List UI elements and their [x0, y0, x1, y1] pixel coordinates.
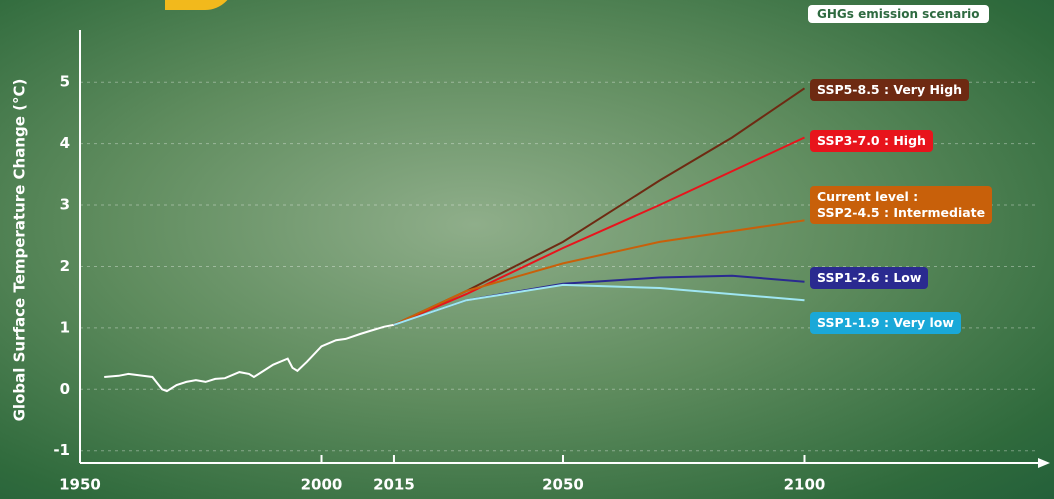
series-label: SSP1-2.6 : Low	[810, 267, 929, 289]
series-line	[393, 87, 806, 326]
series-line	[104, 323, 395, 393]
y-tick-label: 5	[60, 73, 70, 91]
y-tick-label: 0	[60, 380, 70, 398]
legend-title: GHGs emission scenario	[808, 5, 989, 23]
series-line	[393, 136, 805, 326]
logo	[165, 0, 235, 10]
y-tick-label: 2	[60, 257, 70, 275]
series-label: SSP1-1.9 : Very low	[810, 312, 961, 334]
x-tick-label: 1950	[59, 476, 101, 494]
x-tick-label: 2050	[542, 476, 584, 494]
y-axis-label: Global Surface Temperature Change (°C)	[11, 79, 29, 422]
series-label: SSP3-7.0 : High	[810, 130, 933, 152]
series-label: SSP5-8.5 : Very High	[810, 79, 970, 101]
x-tick-label: 2015	[373, 476, 415, 494]
x-axis-arrow	[1038, 458, 1050, 468]
series-line	[393, 274, 805, 326]
y-tick-label: 4	[60, 134, 70, 152]
y-tick-label: 1	[60, 318, 70, 336]
y-tick-label: -1	[53, 441, 70, 459]
x-tick-label: 2100	[784, 476, 826, 494]
x-tick-label: 2000	[301, 476, 343, 494]
y-tick-label: 3	[60, 196, 70, 214]
series-line	[393, 219, 805, 326]
series-label: Current level : SSP2-4.5 : Intermediate	[810, 186, 993, 224]
series-line	[393, 283, 805, 326]
